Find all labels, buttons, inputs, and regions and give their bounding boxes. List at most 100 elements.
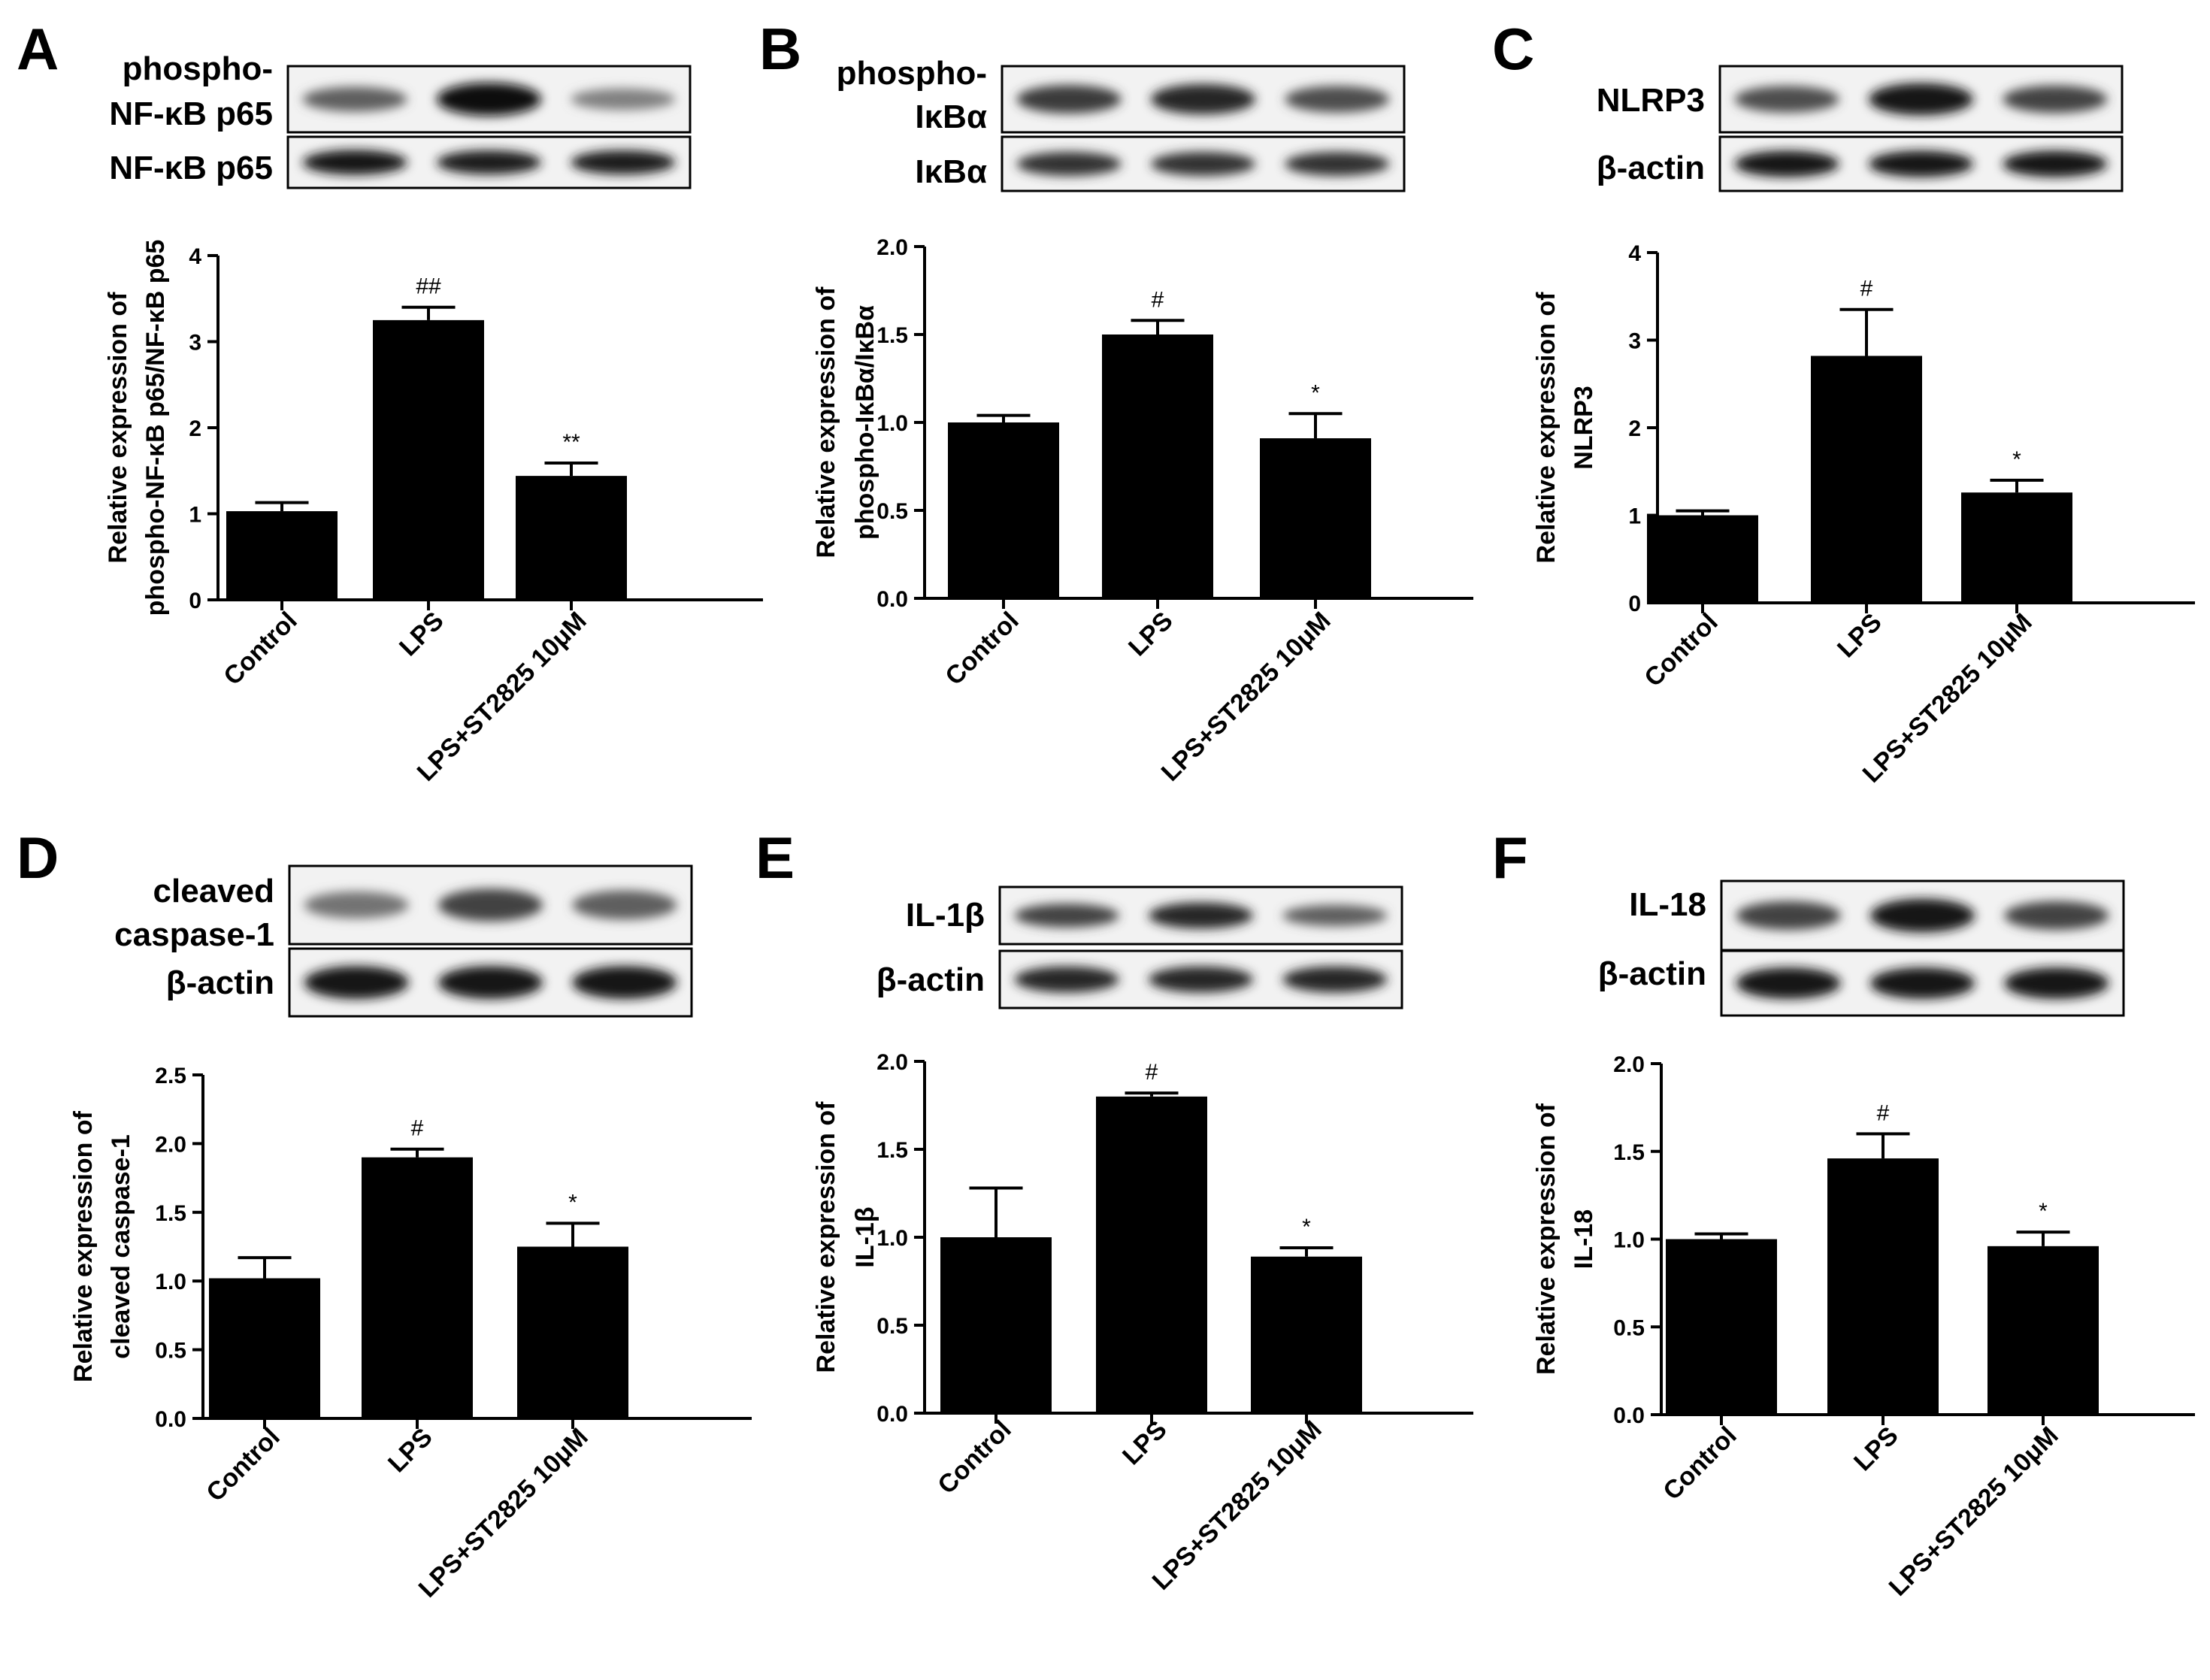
blot-band <box>1148 966 1254 993</box>
blot-band <box>2003 85 2108 114</box>
category-label: LPS <box>1848 1421 1904 1477</box>
bar <box>1647 515 1758 603</box>
y-tick-label: 1.0 <box>155 1270 186 1294</box>
y-axis-title: Relative expression of <box>1532 292 1561 564</box>
panel-letter: D <box>17 825 59 891</box>
y-axis-title: Relative expression of <box>69 1110 98 1382</box>
y-tick-label: 1.5 <box>876 1138 908 1163</box>
significance-mark: * <box>1302 1215 1311 1240</box>
y-tick-label: 4 <box>1628 241 1641 266</box>
bar <box>1096 1096 1207 1413</box>
blot-band <box>302 150 407 175</box>
bar <box>516 476 627 600</box>
bar <box>1251 1256 1362 1413</box>
y-axis-title: IL-18 <box>1570 1209 1598 1269</box>
bar <box>1666 1239 1777 1415</box>
y-tick-label: 2.5 <box>155 1064 186 1088</box>
blot-row-label: β-actin <box>1598 955 1706 992</box>
y-axis-title: cleaved caspase-1 <box>107 1134 135 1359</box>
category-label: LPS+ST2825 10μM <box>1884 1421 2064 1602</box>
category-label: LPS <box>394 607 450 662</box>
blot-band <box>572 890 677 920</box>
significance-mark: * <box>568 1190 577 1215</box>
blot-band <box>302 86 407 112</box>
y-tick-label: 1.0 <box>876 411 908 436</box>
y-tick-label: 2 <box>1628 416 1641 441</box>
bar <box>362 1157 473 1418</box>
bar <box>209 1278 320 1418</box>
blot-row-label: phospho- <box>123 50 273 87</box>
panel-c: C NLRP3 β-actin # * 0 1 2 3 4 Control LPSLPS+ST2825… <box>1492 16 2195 789</box>
y-tick-label: 1.0 <box>1613 1228 1645 1253</box>
blot-band <box>1734 150 1839 177</box>
y-axis-title: Relative expression of <box>812 286 840 558</box>
blot-band <box>1285 86 1390 113</box>
western-blot: cleaved caspase-1 β-actin <box>114 864 693 1018</box>
y-axis-title: Relative expression of <box>104 292 132 564</box>
western-blot: IL-18 β-actin <box>1598 879 2125 1017</box>
western-blot: NLRP3 β-actin <box>1597 65 2124 192</box>
blot-band <box>1869 967 1975 999</box>
blot-band <box>304 891 409 919</box>
y-tick-label: 1.5 <box>1613 1140 1645 1165</box>
blot-band <box>1014 904 1119 928</box>
significance-mark: * <box>2039 1199 2048 1224</box>
blot-band <box>1282 966 1388 993</box>
panel-f: F IL-18 β-actin # * 0.0 0.5 1.0 1.5 2.0 Control LPS… <box>1492 825 2195 1602</box>
y-tick-label: 2.0 <box>1613 1052 1645 1077</box>
panel-letter: B <box>759 16 801 82</box>
y-tick-label: 4 <box>189 244 201 269</box>
blot-row-label: IκBα <box>915 153 987 190</box>
panel-letter: E <box>755 825 795 891</box>
blot-band <box>2003 150 2108 177</box>
blot-band <box>1016 152 1122 176</box>
panel-letter: A <box>17 16 59 82</box>
blot-band <box>1734 86 1839 113</box>
y-axis-title: phospho-NF-κB p65/NF-κB p65 <box>141 240 170 616</box>
category-label: Control <box>932 1415 1016 1500</box>
significance-mark: # <box>1146 1060 1158 1085</box>
blot-row-label: cleaved <box>153 873 274 910</box>
blot-band <box>437 888 543 922</box>
blot-band <box>1736 967 1841 999</box>
category-label: Control <box>201 1423 285 1507</box>
bar <box>226 511 338 600</box>
y-tick-label: 0.0 <box>155 1407 186 1432</box>
blot-band <box>1150 83 1256 115</box>
significance-mark: # <box>1860 277 1873 301</box>
y-tick-label: 0.0 <box>876 587 908 612</box>
y-tick-label: 2.0 <box>876 1050 908 1075</box>
blot-row-label: phospho- <box>837 55 987 92</box>
significance-mark: * <box>2012 447 2021 472</box>
blot-band <box>436 150 542 175</box>
blot-row-label: β-actin <box>166 964 274 1001</box>
y-tick-label: 2 <box>189 416 201 441</box>
bar <box>1961 492 2072 603</box>
blot-band <box>572 966 677 999</box>
y-tick-label: 0 <box>189 589 201 613</box>
category-label: LPS+ST2825 10μM <box>1857 608 2038 789</box>
y-tick-label: 0.5 <box>876 1314 908 1339</box>
category-label: LPS+ST2825 10μM <box>1147 1415 1328 1596</box>
blot-row-label: β-actin <box>1597 150 1705 186</box>
bar <box>517 1246 628 1418</box>
blot-band <box>2004 967 2109 999</box>
bar <box>1987 1246 2099 1415</box>
blot-row-label: NF-κB p65 <box>109 150 273 186</box>
blot-band <box>1868 150 1974 177</box>
y-tick-label: 0.5 <box>155 1339 186 1364</box>
western-blot: IL-1β β-actin <box>876 885 1403 1010</box>
y-tick-label: 1 <box>1628 504 1641 529</box>
category-label: Control <box>218 607 302 691</box>
category-label: LPS <box>383 1423 438 1479</box>
blot-band <box>1868 83 1974 116</box>
y-tick-label: 3 <box>189 331 201 356</box>
blot-band <box>437 966 543 999</box>
significance-mark: * <box>1311 380 1320 405</box>
category-label: LPS <box>1117 1415 1173 1471</box>
blot-band <box>1285 152 1390 176</box>
